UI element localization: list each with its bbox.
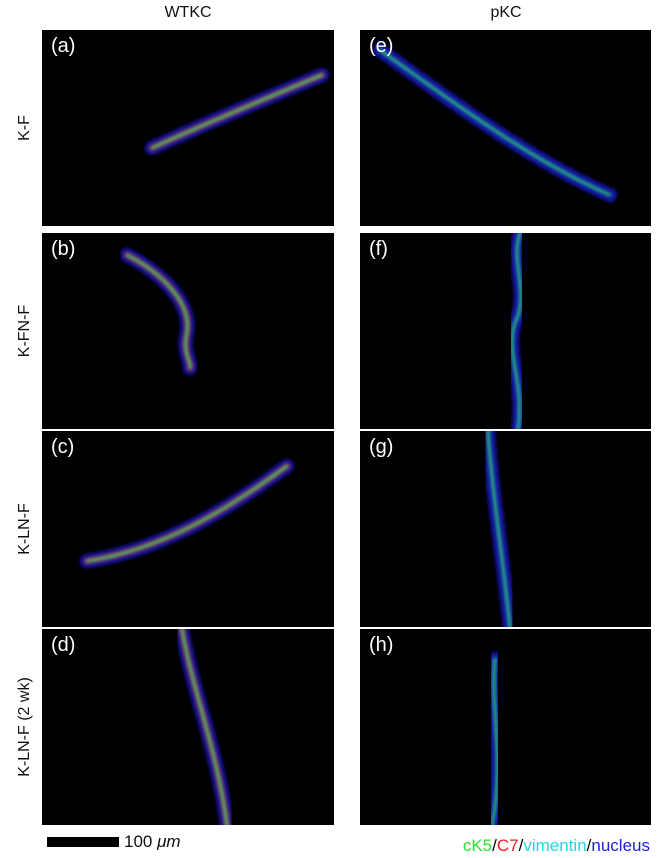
scale-value: 100 [124, 832, 153, 851]
cell-structure [487, 431, 511, 627]
panel-label: (c) [51, 436, 75, 458]
panel-label: (e) [369, 35, 394, 57]
cell-structure [151, 74, 323, 149]
legend-item: C7 [496, 836, 519, 855]
cell-structure [511, 233, 522, 429]
legend-separator: / [586, 836, 592, 855]
micrograph: (d) [42, 629, 334, 825]
legend-item: cK5 [462, 836, 493, 855]
micrograph: (a) [42, 30, 334, 226]
micrograph: (b) [42, 233, 334, 429]
scale-label: 100 μm [124, 832, 181, 852]
legend-item: vimentin [523, 836, 587, 855]
cell-structure [379, 49, 611, 196]
row-label: K-FN-F [16, 304, 33, 358]
panel-label: (f) [369, 238, 388, 260]
panel-label: (h) [369, 634, 394, 656]
panel-label: (g) [369, 436, 394, 458]
panel-label: (a) [51, 35, 76, 57]
panel-label: (d) [51, 634, 76, 656]
micrograph-image [505, 233, 528, 429]
cell-structure [80, 459, 294, 568]
micrograph: (f) [360, 233, 651, 429]
panel-label: (b) [51, 238, 76, 260]
cell-structure [491, 658, 499, 825]
column-header: WTKC [164, 4, 212, 21]
legend-separator: / [518, 836, 524, 855]
row-label: K-F [16, 115, 33, 141]
scale-unit: μm [157, 832, 181, 851]
micrograph-image [485, 652, 505, 825]
cell-structure [126, 254, 191, 369]
micrograph: (g) [360, 431, 651, 627]
micrograph: (e) [360, 30, 651, 226]
micrograph-image [80, 459, 294, 568]
cell-structure [373, 43, 617, 202]
micrograph-image [481, 431, 517, 627]
legend-separator: / [492, 836, 497, 855]
row-label: K-LN-F (2 wk) [16, 677, 33, 777]
micrograph-image [373, 43, 617, 202]
column-header: pKC [490, 4, 522, 21]
cell-structure [181, 629, 228, 825]
scale-bar [47, 837, 119, 847]
legend-item: nucleus [591, 836, 650, 855]
micrograph-image [175, 629, 234, 825]
legend: cK5/C7/vimentin/nucleus [463, 836, 650, 856]
micrograph: (h) [360, 629, 651, 825]
micrograph-image [120, 248, 198, 375]
row-label: K-LN-F [16, 503, 33, 555]
cell-structure [120, 248, 198, 375]
micrograph: (c) [42, 431, 334, 627]
micrograph-image [145, 68, 329, 155]
cell-structure [86, 465, 288, 562]
